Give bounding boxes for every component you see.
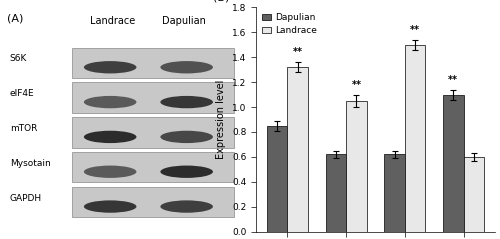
Legend: Dapulian, Landrace: Dapulian, Landrace [260,12,318,37]
Text: Dapulian: Dapulian [162,16,206,26]
Ellipse shape [84,131,136,143]
Bar [267,126,287,232]
Ellipse shape [160,96,213,108]
Text: **: ** [352,80,362,90]
Text: mTOR: mTOR [10,124,37,133]
Text: (B): (B) [213,0,230,3]
Bar [405,45,425,232]
Text: Mysotain: Mysotain [10,159,50,168]
Text: S6K: S6K [10,54,27,63]
Y-axis label: Expression level: Expression level [216,80,226,159]
Ellipse shape [160,200,213,213]
Text: **: ** [448,75,458,85]
Text: **: ** [292,47,302,57]
Ellipse shape [160,166,213,178]
Bar [288,67,308,232]
Text: GAPDH: GAPDH [10,194,42,203]
Bar [443,95,464,232]
FancyBboxPatch shape [72,117,234,147]
Text: Landrace: Landrace [90,16,135,26]
FancyBboxPatch shape [72,82,234,113]
Ellipse shape [84,61,136,73]
Ellipse shape [160,61,213,73]
Text: eIF4E: eIF4E [10,89,34,98]
Text: (A): (A) [8,14,24,24]
FancyBboxPatch shape [72,48,234,78]
Ellipse shape [84,166,136,178]
Text: **: ** [410,25,420,35]
FancyBboxPatch shape [72,187,234,217]
FancyBboxPatch shape [72,152,234,182]
Ellipse shape [160,131,213,143]
Bar [326,154,346,232]
Bar [346,101,366,232]
Ellipse shape [84,96,136,108]
Bar [384,154,405,232]
Bar [464,157,484,232]
Ellipse shape [84,200,136,213]
